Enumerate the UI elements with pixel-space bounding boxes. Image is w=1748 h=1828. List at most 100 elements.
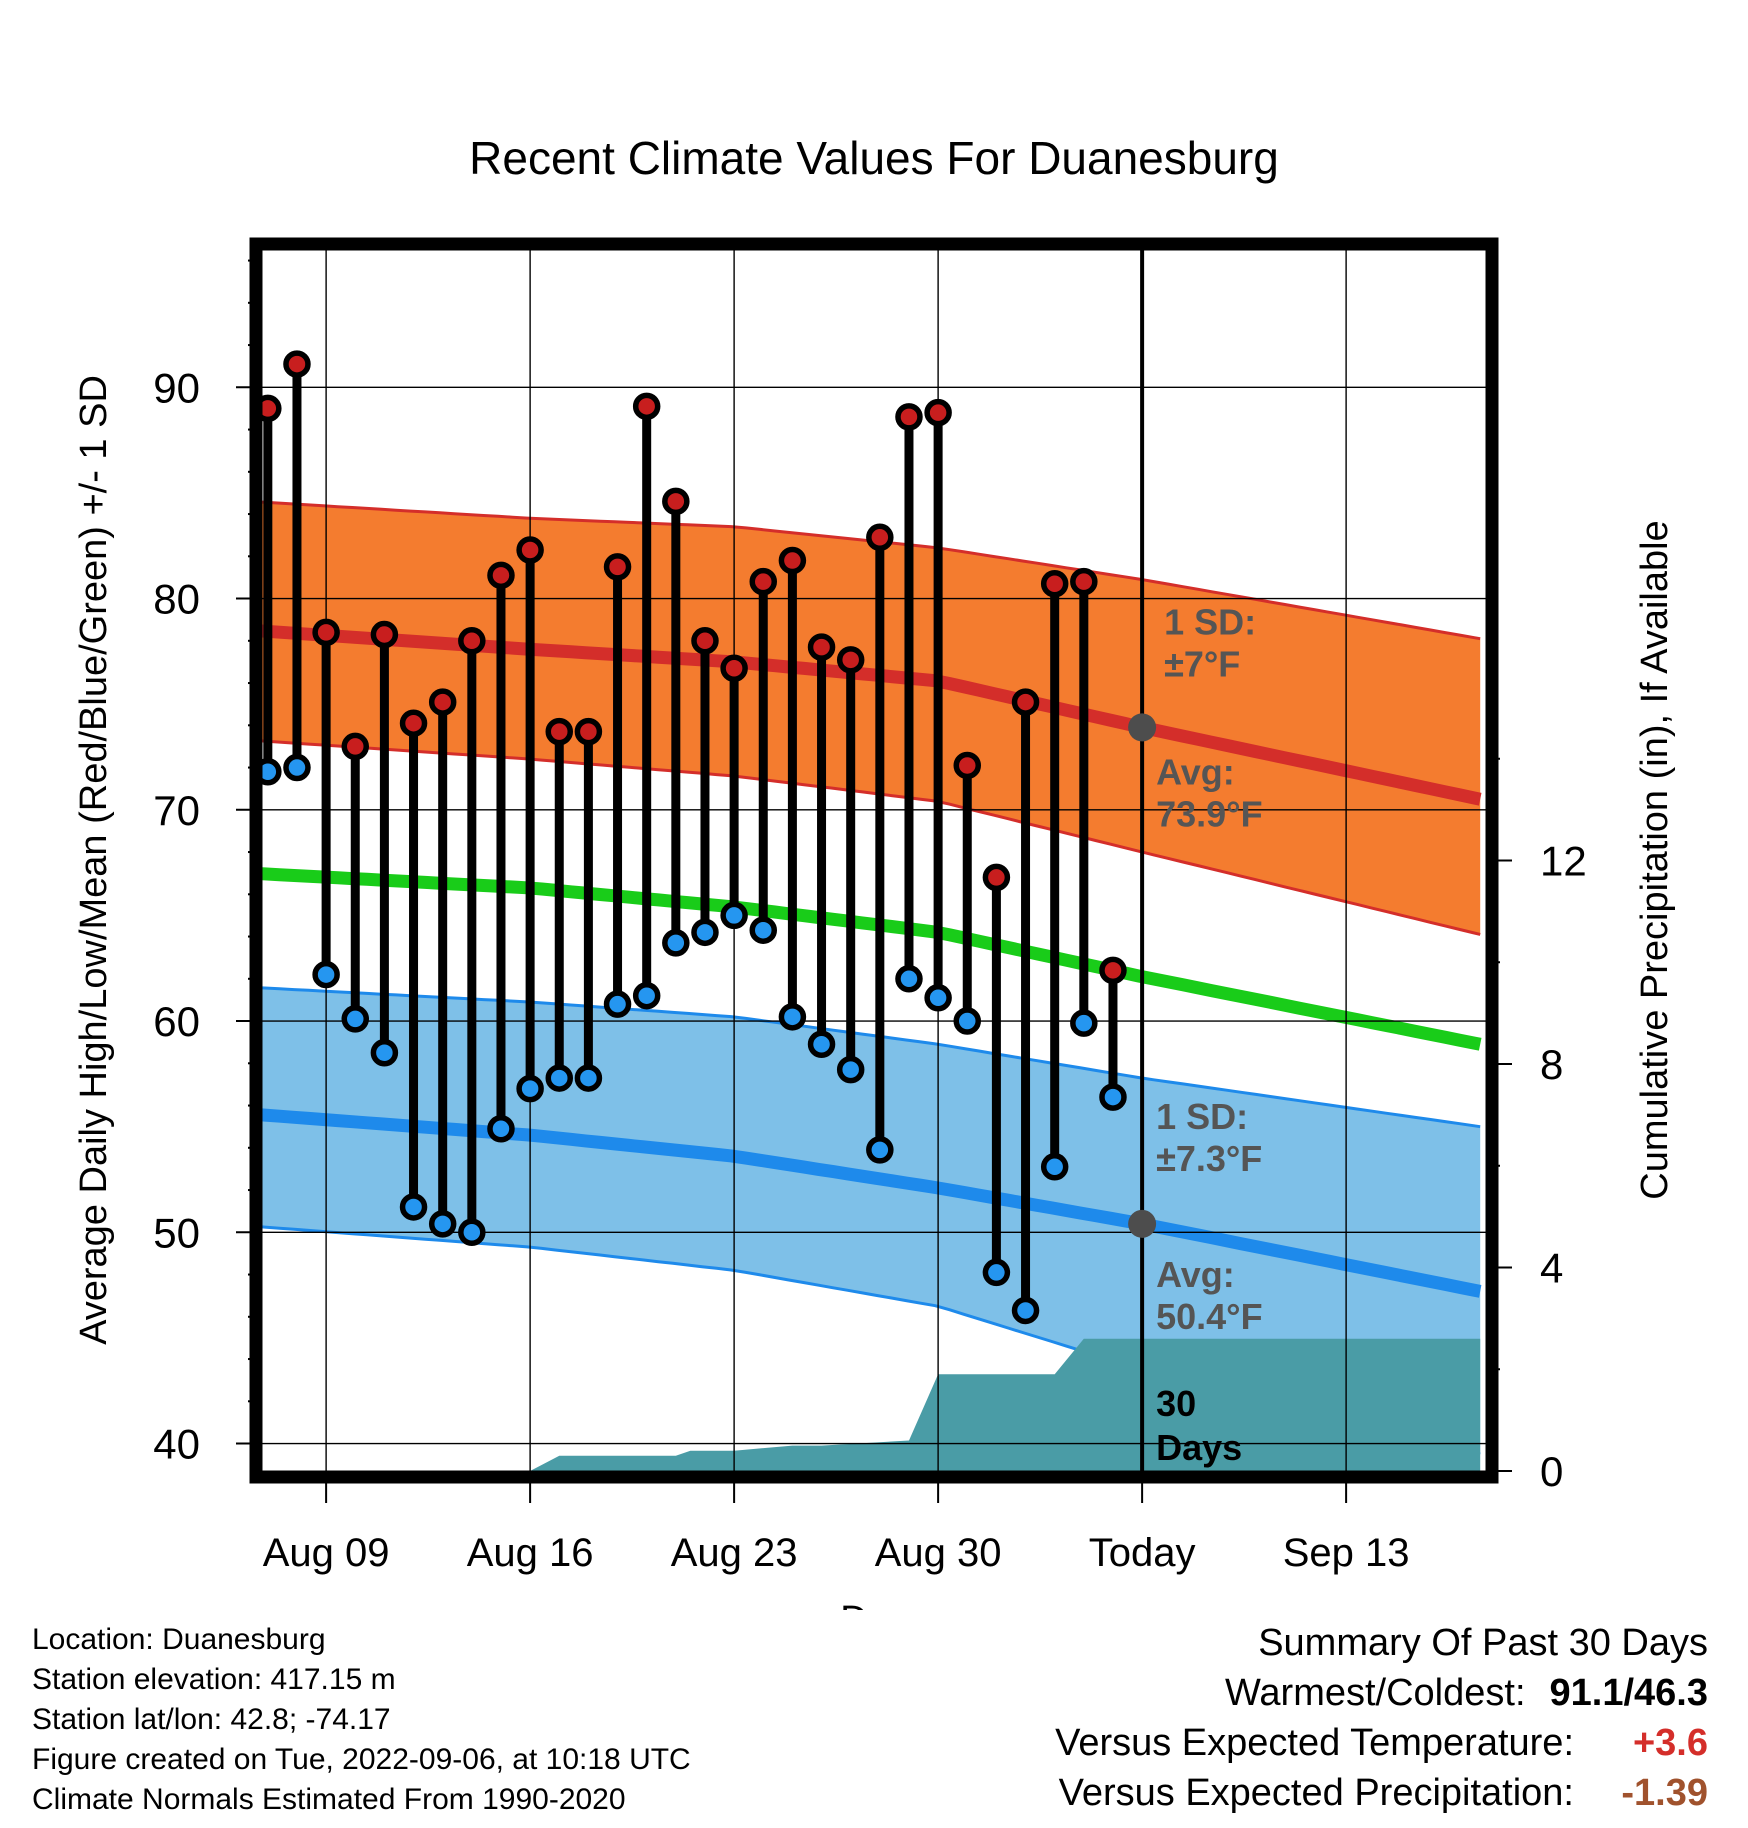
obs-high-point [749,567,778,596]
x-tick-label: Aug 30 [875,1531,1002,1575]
summary-panel: Summary Of Past 30 Days Warmest/Coldest:… [1055,1618,1708,1818]
summary-warmest-row: Warmest/Coldest: 91.1/46.3 [1055,1668,1708,1718]
high-band-lower-edge [262,739,1481,936]
y-tick-label: 50 [153,1209,200,1256]
x-axis-label: Day [840,1599,908,1610]
obs-high-point [545,717,574,746]
obs-high-point [632,392,661,421]
obs-high-point [778,546,807,575]
obs-low-point [836,1055,865,1084]
low-sd-annotation: 1 SD: ±7.3°F [1156,1096,1262,1179]
obs-high-point [895,403,923,431]
x-tick-label: Aug 09 [263,1531,390,1575]
obs-high-point [603,553,632,581]
summary-title: Summary Of Past 30 Days [1258,1622,1708,1664]
warmest-value: 91.1/46.3 [1549,1672,1708,1714]
today-high-avg-marker [1128,713,1157,742]
obs-low-point [749,916,778,944]
obs-high-point [283,350,311,378]
obs-low-point [1040,1153,1069,1181]
obs-high-point [1099,956,1127,985]
obs-high-point [836,646,865,674]
obs-high-point [924,398,952,427]
obs-high-point [370,620,399,649]
x-tick-label: Aug 16 [467,1531,594,1575]
obs-high-point [691,627,719,655]
obs-low-point [866,1136,894,1164]
obs-low-point [895,965,923,993]
obs-high-point [1040,570,1069,598]
latlon-text: Station lat/lon: 42.8; -74.17 [32,1703,391,1736]
precip-value: -1.39 [1621,1772,1708,1814]
obs-low-point [807,1030,836,1059]
obs-high-point [428,688,457,716]
created-text: Figure created on Tue, 2022-09-06, at 10… [32,1743,691,1776]
location-text: Location: Duanesburg [32,1623,326,1656]
climate-chart: Recent Climate Values For Duanesburg 405… [73,132,1676,1610]
days-annotation: 30 Days [1156,1383,1242,1468]
temp-value: +3.6 [1632,1722,1708,1764]
y2-tick-label: 8 [1540,1041,1563,1088]
chart-title: Recent Climate Values For Duanesburg [469,132,1279,184]
y2-tick-label: 0 [1540,1448,1563,1495]
x-tick-label: Sep 13 [1283,1531,1410,1575]
normal-mean-line [262,867,1482,1051]
precip-label: Versus Expected Precipitation: [1058,1772,1574,1814]
normal-low-line [262,1108,1482,1298]
y-tick-label: 60 [153,998,200,1045]
today-low-avg-marker [1128,1209,1157,1238]
obs-high-point [399,709,428,737]
obs-low-point [603,990,632,1018]
obs-high-point [516,536,544,564]
low-sd-band [262,987,1481,1455]
obs-high-point [953,751,982,780]
precip-area [262,1338,1481,1471]
elevation-text: Station elevation: 417.15 m [32,1663,396,1696]
obs-high-point [574,717,603,746]
normal-high-line [262,624,1482,806]
y-tick-label: 40 [153,1421,200,1468]
obs-low-point [778,1003,807,1031]
obs-low-point [720,901,748,930]
obs-high-point [458,627,486,655]
obs-low-point [691,918,719,947]
obs-high-point [1070,567,1098,596]
obs-high-point [807,633,836,661]
obs-high-point [341,732,370,761]
y-axis-label-left: Average Daily High/Low/Mean (Red/Blue/Gr… [73,375,115,1345]
obs-low-point [370,1038,399,1067]
x-tick-label: Aug 23 [671,1531,798,1575]
warmest-label: Warmest/Coldest: [1224,1672,1526,1714]
obs-low-point [574,1064,603,1092]
obs-low-point [662,929,690,957]
obs-low-point [283,753,311,782]
y-tick-label: 90 [153,364,200,411]
obs-low-point [545,1064,574,1092]
high-sd-annotation: 1 SD: ±7°F [1164,601,1256,684]
obs-low-point [399,1193,428,1221]
y2-tick-label: 4 [1540,1245,1563,1292]
obs-high-point [312,618,340,647]
y2-tick-label: 12 [1540,838,1587,885]
low-band-upper-edge [262,986,1481,1129]
obs-low-point [1011,1296,1040,1325]
y-axis-label-right: Cumulative Precipitation (in), If Availa… [1634,520,1676,1199]
obs-low-point [312,960,340,989]
obs-high-point [487,561,515,590]
obs-low-point [953,1007,982,1035]
station-info: Location: Duanesburg Station elevation: … [32,1620,691,1820]
obs-low-point [458,1218,486,1247]
obs-high-point [662,487,690,516]
obs-low-point [1099,1083,1127,1111]
obs-high-point [720,654,748,683]
low-avg-annotation: Avg: 50.4°F [1156,1254,1262,1337]
y-tick-label: 80 [153,576,200,623]
temp-label: Versus Expected Temperature: [1055,1722,1574,1764]
high-sd-band [262,502,1481,935]
obs-high-point [982,863,1011,892]
obs-low-point [516,1074,544,1103]
obs-low-point [982,1258,1011,1287]
y-tick-label: 70 [153,787,200,834]
normals-text: Climate Normals Estimated From 1990-2020 [32,1783,626,1816]
x-tick-label: Today [1089,1531,1196,1575]
